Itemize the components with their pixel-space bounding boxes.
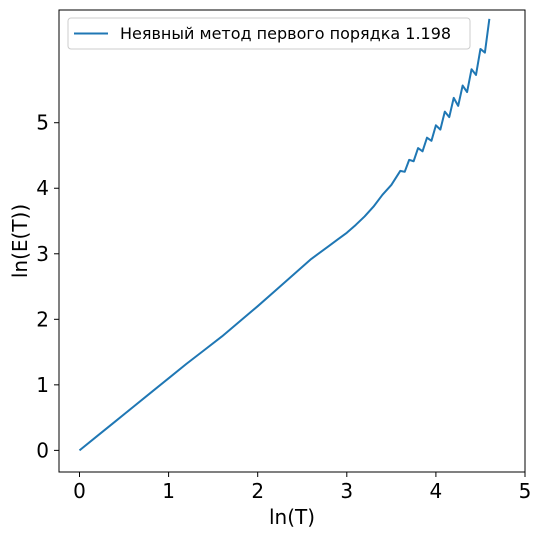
y-tick-label: 0: [36, 438, 49, 462]
x-tick-label: 2: [251, 479, 264, 503]
x-tick-label: 5: [519, 479, 532, 503]
y-tick-label: 4: [36, 176, 49, 200]
x-tick-label: 4: [430, 479, 443, 503]
axes-frame: [58, 9, 526, 473]
x-axis-ticks: 0 1 2 3 4 5: [73, 472, 531, 503]
legend: Неявный метод первого порядка 1.198: [67, 17, 471, 50]
series-layer: [78, 18, 491, 452]
y-axis-ticks: 0 1 2 3 4 5: [36, 111, 59, 462]
x-axis-label: ln(T): [269, 505, 315, 529]
x-tick-label: 0: [73, 479, 86, 503]
legend-box: [67, 17, 471, 50]
y-tick-label: 3: [36, 242, 49, 266]
y-tick-label: 5: [36, 111, 49, 135]
legend-entry: Неявный метод первого порядка 1.198: [120, 24, 451, 43]
plot-area: 0 1 2 3 4 5 0 1 2 3 4 5: [36, 9, 531, 503]
x-tick-label: 3: [340, 479, 353, 503]
y-axis-label: ln(E(T)): [8, 204, 32, 278]
y-tick-label: 1: [36, 373, 49, 397]
series-line-0: [78, 18, 491, 452]
x-tick-label: 1: [162, 479, 175, 503]
y-tick-label: 2: [36, 307, 49, 331]
